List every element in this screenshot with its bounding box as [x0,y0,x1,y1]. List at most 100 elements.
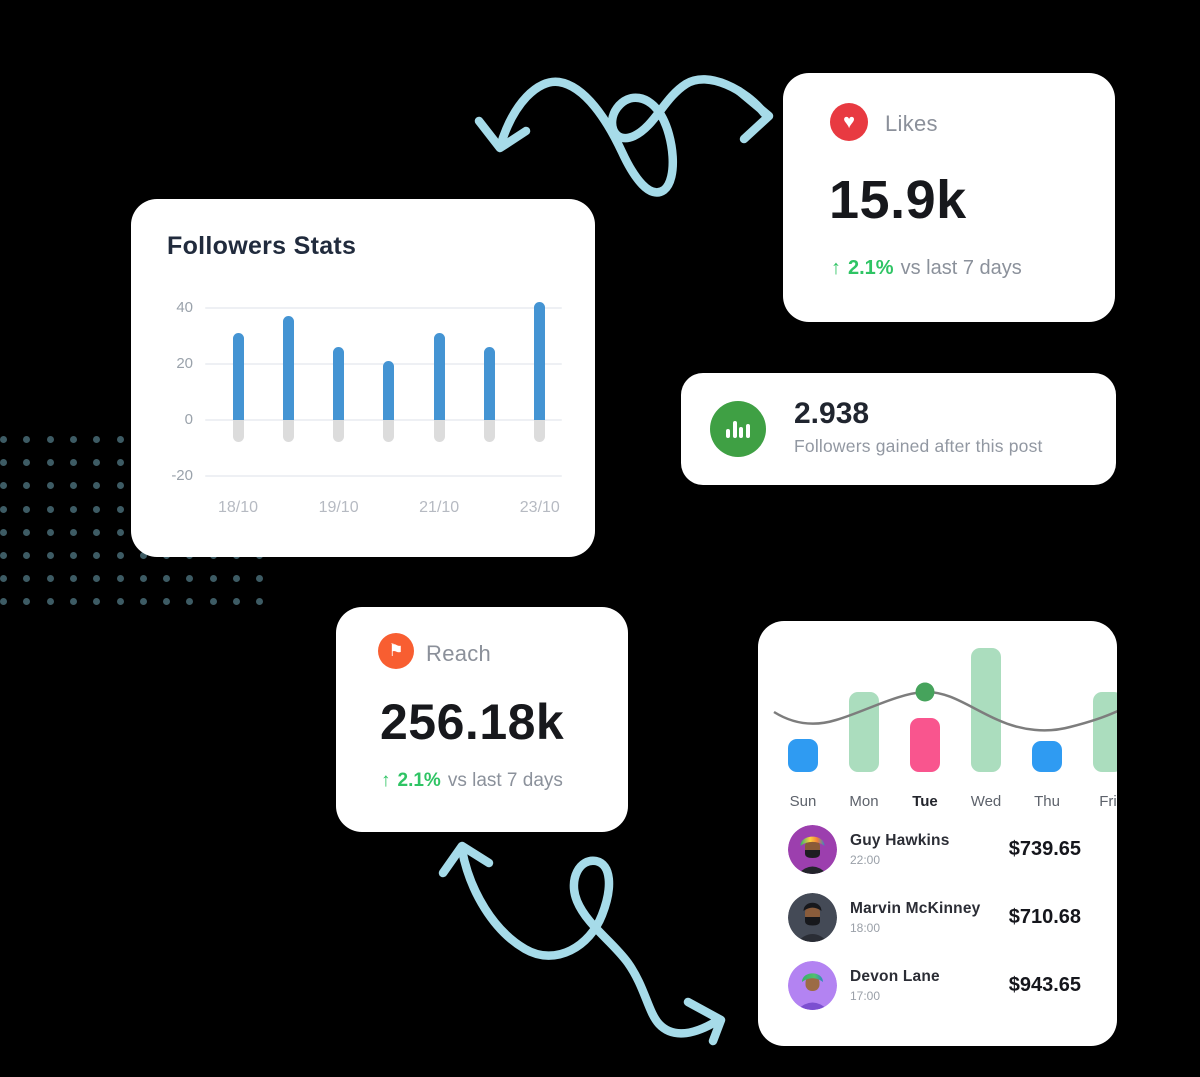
bar-chart-icon [710,401,766,457]
dot [23,505,31,513]
dot [0,482,7,490]
x-axis-tick: 19/10 [318,499,359,516]
y-axis-tick: -20 [171,467,193,484]
followers-bar-tail [333,420,345,443]
reach-label: Reach [426,641,492,666]
followers-bar-tail [433,420,445,443]
dot [69,436,77,443]
day-label: Mon [849,793,879,810]
dot [23,459,31,467]
dot [116,459,124,467]
devon-avatar [788,961,837,1010]
dot [23,482,31,490]
gridline [205,475,562,477]
followers-bar [484,347,495,420]
dot [256,575,264,583]
transaction-time: 17:00 [850,989,881,1003]
dot [46,459,54,467]
y-axis-tick: 0 [184,411,193,428]
day-label: Tue [912,793,938,810]
followers-bar [433,333,445,420]
reach-delta-row: ↑ 2.1% vs last 7 days [381,770,563,792]
transaction-row: Marvin McKinney 18:00 $710.68 [788,893,1081,942]
weekly-bar [971,648,1001,772]
transaction-text: Guy Hawkins 22:00 [850,832,950,867]
followers-gained-value: 2.938 [794,397,870,430]
dot [116,552,124,559]
dot [0,436,7,443]
transaction-name: Marvin McKinney [850,900,981,917]
dot [186,598,194,606]
dot [93,552,101,559]
dot [69,528,77,536]
curly-arrow-bottom-icon [438,841,726,1046]
dot [46,436,54,443]
transaction-name: Devon Lane [850,968,940,985]
dot [116,482,124,490]
dot [46,575,54,583]
dot [0,459,7,467]
x-axis-tick: 21/10 [419,499,460,516]
followers-gained-card: 2.938 Followers gained after this post [681,373,1116,485]
transaction-time: 18:00 [850,921,881,935]
bar-chart-glyph [726,420,750,438]
dot [0,598,7,606]
followers-bar-tail [232,420,244,443]
followers-bar [232,333,244,420]
dot [116,598,124,606]
dot [93,528,101,536]
transaction-text: Devon Lane 17:00 [850,968,940,1003]
dot [163,598,171,606]
dot [116,436,124,443]
weekly-activity-card: Sun Mon Tue Wed Thu Fri Guy Hawkins 22:00 $73… [758,621,1117,1046]
dot [139,598,147,606]
dot [69,575,77,583]
dot [93,598,101,606]
dot [233,575,240,583]
x-axis-tick: 18/10 [217,499,259,516]
dot [23,436,31,443]
followers-bar [383,361,395,420]
dot [93,575,101,583]
dot [23,552,31,559]
dot [0,575,7,583]
followers-bar [534,302,546,420]
x-axis-tick: 23/10 [519,499,560,516]
dot [23,575,31,583]
flag-icon: ⚑ [378,633,414,669]
followers-bar-tail [484,420,495,443]
dot [0,505,7,513]
followers-gained-label: Followers gained after this post [794,436,1043,456]
followers-bar [282,316,294,420]
weekly-bar-chart: Sun Mon Tue Wed Thu Fri [758,621,1117,821]
dot [46,528,54,536]
dot [209,575,217,583]
weekly-bar [910,718,940,772]
followers-bar-tail [282,420,294,443]
likes-delta-suffix: vs last 7 days [900,257,1022,279]
dot [186,575,194,583]
likes-delta-row: ↑ 2.1% vs last 7 days [831,257,1022,280]
dot [116,528,124,536]
dot [256,598,264,606]
dot [116,505,124,513]
heart-icon: ♥ [830,103,868,141]
dot [93,505,101,513]
likes-card: ♥ Likes 15.9k ↑ 2.1% vs last 7 days [783,73,1115,322]
followers-stats-card: Followers Stats 40 20 0 -20 18/10 19/10 21/10 2… [131,199,595,557]
guy-avatar [788,825,837,874]
transaction-time: 22:00 [850,853,881,867]
reach-delta-suffix: vs last 7 days [447,770,563,791]
transaction-amount: $710.68 [1008,906,1081,928]
dot [69,598,77,606]
dot [0,552,7,559]
day-label: Wed [970,793,1002,810]
day-label: Sun [789,793,817,810]
dot [209,598,217,606]
transaction-row: Devon Lane 17:00 $943.65 [788,961,1081,1010]
day-label: Thu [1034,793,1060,810]
likes-label: Likes [885,111,938,136]
dot [46,598,54,606]
up-arrow-icon: ↑ [831,257,841,279]
